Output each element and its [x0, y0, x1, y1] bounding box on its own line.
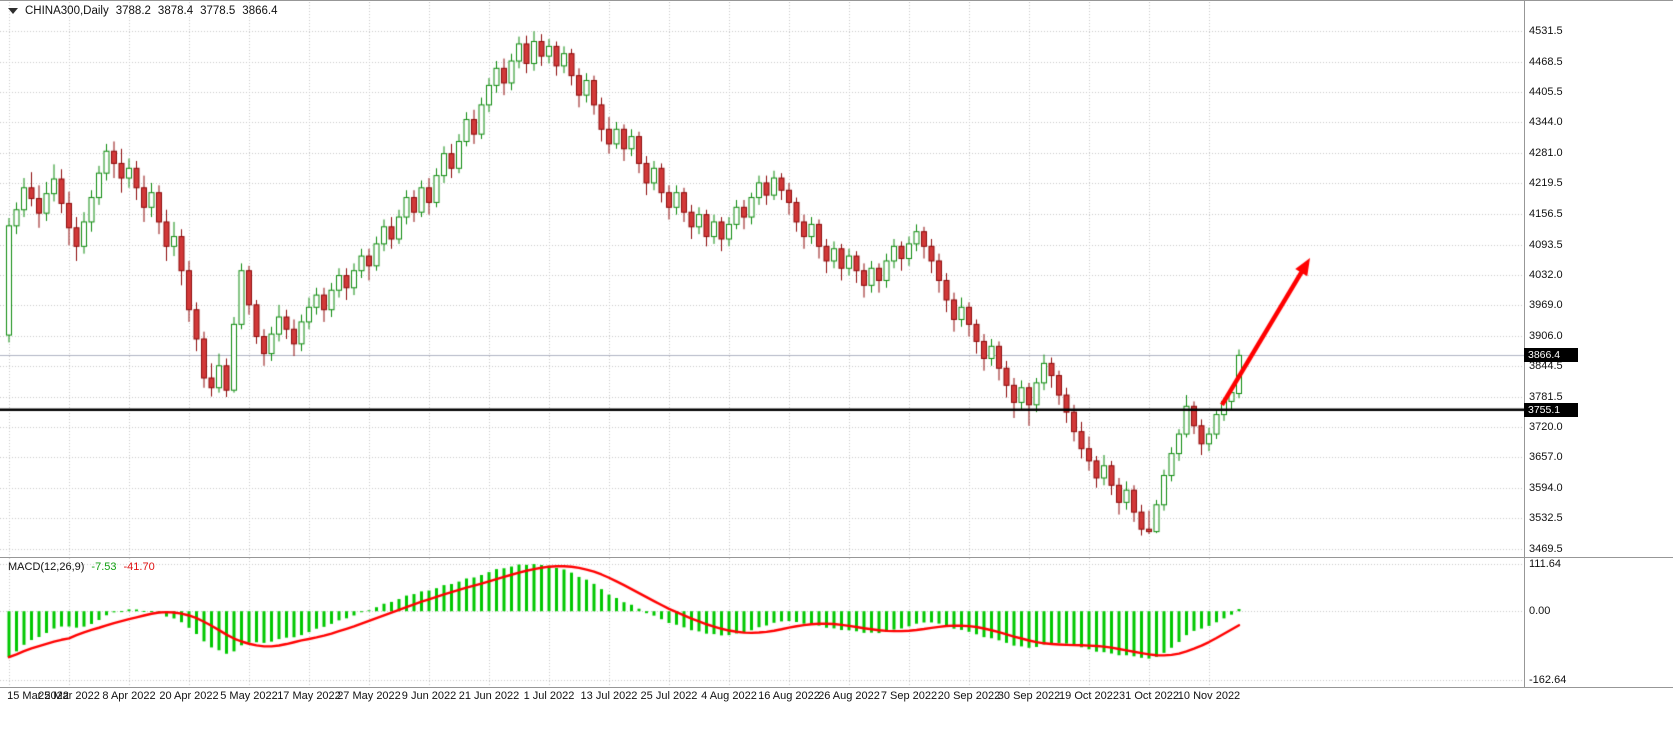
- date-label: 20 Sep 2022: [937, 690, 1001, 702]
- date-label: 19 Oct 2022: [1059, 690, 1119, 702]
- price-tick-label: 4219.5: [1529, 177, 1563, 190]
- price-tick-label: 4405.5: [1529, 86, 1563, 99]
- symbol-info-line: CHINA300,Daily 3788.2 3878.4 3778.5 3866…: [8, 5, 277, 17]
- date-label: 20 Apr 2022: [159, 690, 219, 702]
- price-tick-label: 3469.5: [1529, 542, 1563, 555]
- price-tick-label: 4156.5: [1529, 207, 1563, 220]
- current-price-badge: 3866.4: [1524, 348, 1578, 363]
- price-tick-label: 3969.0: [1529, 299, 1563, 312]
- symbol-title: CHINA300,Daily: [25, 5, 109, 17]
- macd-tick-label: 0.00: [1529, 605, 1551, 618]
- date-label: 21 Jun 2022: [458, 690, 520, 702]
- price-tick-label: 3594.0: [1529, 482, 1563, 495]
- price-tick-label: 4344.0: [1529, 116, 1563, 129]
- date-label: 8 Apr 2022: [102, 690, 156, 702]
- price-tick-label: 4531.5: [1529, 25, 1563, 38]
- price-tick-label: 3532.5: [1529, 512, 1563, 525]
- date-label: 1 Jul 2022: [523, 690, 575, 702]
- price-tick-label: 3657.0: [1529, 451, 1563, 464]
- macd-timescale-divider: [0, 687, 1673, 688]
- price-tick-label: 4468.5: [1529, 55, 1563, 68]
- support-line-price-badge: 3755.1: [1524, 402, 1578, 417]
- macd-signal-value: -41.70: [123, 561, 155, 573]
- macd-tick-label: -162.64: [1529, 673, 1567, 686]
- window-top-border: [0, 0, 1673, 1]
- macd-indicator-label: MACD(12,26,9): [8, 561, 85, 573]
- date-label: 9 Jun 2022: [401, 690, 457, 702]
- main-macd-divider[interactable]: [0, 557, 1673, 558]
- price-tick-label: 4093.5: [1529, 238, 1563, 251]
- date-label: 7 Sep 2022: [880, 690, 938, 702]
- date-label: 17 May 2022: [277, 690, 341, 702]
- date-label: 30 Sep 2022: [997, 690, 1061, 702]
- macd-main-value: -7.53: [91, 561, 117, 573]
- price-tick-label: 3781.5: [1529, 390, 1563, 403]
- ohlc-high-value: 3878.4: [157, 5, 194, 17]
- date-label: 26 Aug 2022: [818, 690, 880, 702]
- date-label: 4 Aug 2022: [701, 690, 757, 702]
- date-label: 15 Mar 2022: [7, 690, 69, 702]
- ohlc-close-value: 3866.4: [242, 5, 278, 17]
- chevron-down-icon[interactable]: [8, 8, 18, 14]
- macd-chart-canvas[interactable]: [0, 558, 1524, 686]
- price-chart-canvas[interactable]: [0, 2, 1524, 556]
- price-tick-label: 3844.5: [1529, 360, 1563, 373]
- ohlc-open-value: 3788.2: [115, 5, 151, 17]
- price-tick-label: 3720.0: [1529, 420, 1563, 433]
- macd-info-line: MACD(12,26,9) -7.53 -41.70: [8, 561, 155, 573]
- price-tick-label: 3906.0: [1529, 330, 1563, 343]
- price-tick-label: 4032.0: [1529, 268, 1563, 281]
- price-tick-label: 4281.0: [1529, 147, 1563, 160]
- date-label: 10 Nov 2022: [1177, 690, 1241, 702]
- date-label: 16 Aug 2022: [758, 690, 820, 702]
- ohlc-low-value: 3778.5: [200, 5, 236, 17]
- date-label: 5 May 2022: [220, 690, 278, 702]
- date-label: 25 Jul 2022: [640, 690, 698, 702]
- date-label: 13 Jul 2022: [580, 690, 638, 702]
- macd-tick-label: 111.64: [1529, 558, 1562, 571]
- price-scale[interactable]: 3866.4 3755.1 4531.5 4468.5 4405.5 4344.0 42…: [1524, 0, 1673, 754]
- date-label: 25 Mar 2022: [38, 690, 100, 702]
- date-label: 31 Oct 2022: [1119, 690, 1179, 702]
- plot-pricescale-divider: [1524, 0, 1525, 688]
- time-scale[interactable]: 15 Mar 2022 25 Mar 2022 8 Apr 2022 20 Apr 2…: [0, 688, 1673, 710]
- date-label: 27 May 2022: [337, 690, 401, 702]
